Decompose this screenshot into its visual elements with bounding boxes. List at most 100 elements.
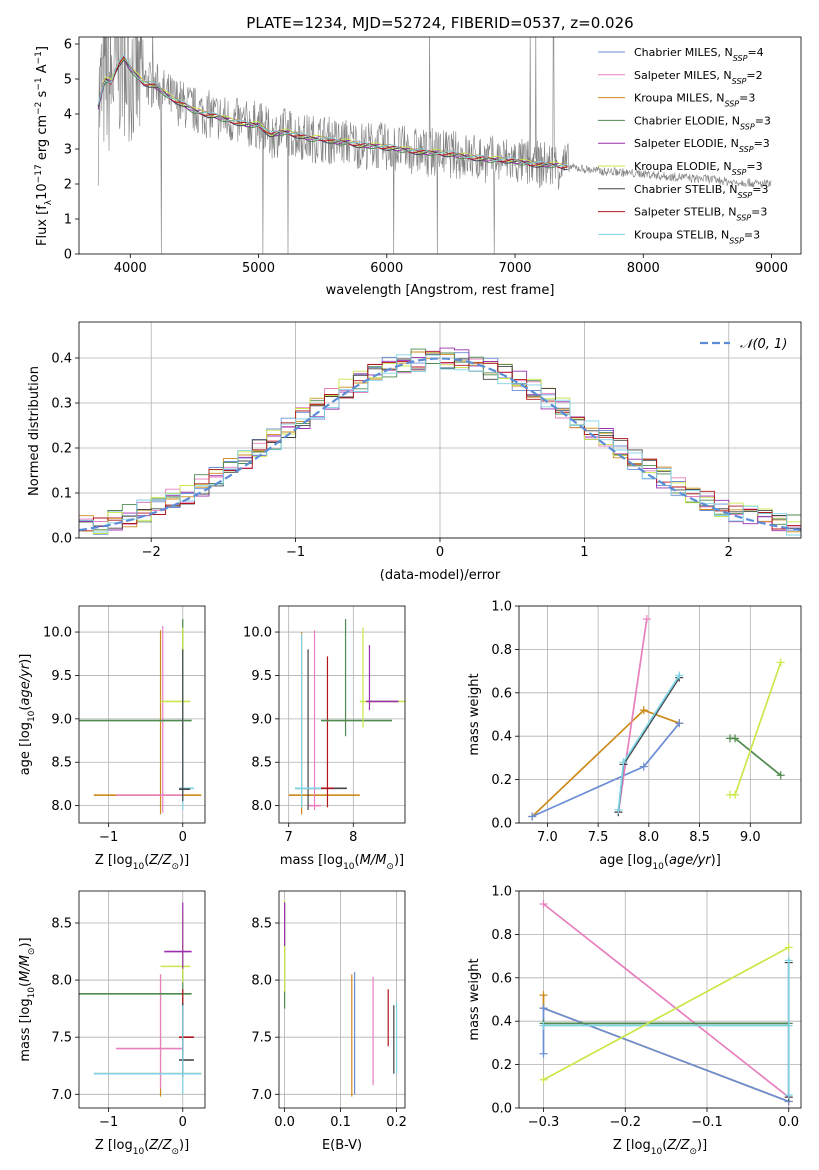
weight_vs_Z-series-5: [543, 946, 790, 1081]
weight_vs_Z-ytick-label: 0.0: [491, 1102, 512, 1117]
spectrum-ytick-label: 1: [64, 213, 72, 228]
age_vs_mass-ytick-label: 8.0: [251, 799, 272, 814]
legend-entry-1: Salpeter MILES, NSSP=2: [634, 69, 763, 86]
residuals-xtick-label: 2: [725, 545, 733, 560]
residuals-ytick-label: 0.0: [51, 532, 72, 547]
spectrum-plot-area: [97, 37, 772, 254]
residuals-xlabel: (data-model)/error: [380, 568, 501, 583]
weight_vs_age-series-0: [531, 709, 680, 818]
figure-title: PLATE=1234, MJD=52724, FIBERID=0537, z=0…: [246, 14, 633, 32]
age_vs_mass-xtick-label: 8: [349, 830, 357, 845]
age_vs_mass-ytick-label: 10.0: [243, 626, 272, 641]
age_vs_mass-ytick-label: 9.0: [251, 712, 272, 727]
weight_vs_age-xtick-label: 9.0: [740, 830, 761, 845]
spectrum-xtick-label: 6000: [370, 261, 403, 276]
residuals-ytick-label: 0.2: [51, 442, 72, 457]
weight_vs_age-xtick-label: 7.5: [588, 830, 609, 845]
spectrum-panel: 4000 5000 6000 7000 8000 9000 0 1 2 3 4 5 6: [64, 36, 802, 276]
legend-entry-8: Kroupa STELIB, NSSP=3: [634, 228, 760, 245]
residuals-frame: [78, 321, 802, 539]
residuals-panel: −2 −1 0 1 2 0.0 0.1 0.2 0.3 0.4: [51, 321, 802, 560]
age_vs_mass-ytick-label: 9.5: [251, 669, 272, 684]
mass_vs_Z-plot-area: [79, 902, 202, 1097]
legend-entry-6: Chabrier STELIB, NSSP=3: [634, 183, 768, 200]
legend-entry-3: Chabrier ELODIE, NSSP=3: [634, 114, 771, 130]
age_vs_mass-panel: 7 8 8.0 8.5 9.0 9.5 10.0: [243, 605, 406, 845]
spectrum-ytick-label: 4: [64, 108, 72, 123]
spectrum-ytick-label: 0: [64, 248, 72, 263]
spectrum-xtick-label: 7000: [498, 261, 531, 276]
weight_vs_Z-series-2: [542, 1006, 790, 1103]
weight_vs_Z-frame: [518, 890, 802, 1109]
spectrum-xtick-label: 8000: [627, 261, 660, 276]
weight_vs_Z-xtick-label: 0.0: [778, 1115, 799, 1130]
weight_vs_Z-xlabel: Z [log10(Z/Z⊙)]: [613, 1138, 707, 1157]
mass_vs_ebv-xlabel: E(B-V): [322, 1138, 362, 1153]
weight_vs_Z-ytick-label: 0.4: [491, 1015, 512, 1030]
spectrum-ytick-label: 3: [64, 143, 72, 158]
age_vs_Z-xlabel: Z [log10(Z/Z⊙)]: [95, 853, 189, 872]
mass_vs_Z-xtick-label: 0: [179, 1115, 187, 1130]
mass_vs_ebv-plot-area: [284, 900, 398, 1097]
mass_vs_Z-panel: −1 0 7.0 7.5 8.0 8.5: [51, 890, 206, 1130]
weight_vs_age-panel: 7.0 7.5 8.0 8.5 9.0 0.0 0.2 0.4 0.6 0.8 1.0: [491, 600, 802, 845]
weight_vs_Z-panel: −0.3 −0.2 −0.1 0.0 0.0 0.2 0.4 0.6 0.8 1.0: [491, 885, 802, 1130]
mass_vs_Z-frame: [78, 890, 206, 1109]
mass_vs_Z-xtick-label: −1: [99, 1115, 118, 1130]
weight_vs_age-series-1: [531, 722, 680, 818]
residuals-xtick-label: 1: [580, 545, 588, 560]
legend-entry-5: Kroupa ELODIE, NSSP=3: [634, 160, 763, 177]
spectrum-ylabel: Flux [fλ10−17 erg cm−2 s−1 A−1]: [34, 46, 54, 246]
weight_vs_Z-xtick-label: −0.1: [691, 1115, 723, 1130]
age_vs_Z-frame: [78, 605, 206, 824]
weight_vs_Z-xtick-label: −0.2: [609, 1115, 641, 1130]
model-line-8: [97, 54, 568, 167]
residuals-ytick-label: 0.1: [51, 487, 72, 502]
mass_vs_Z-ytick-label: 7.5: [51, 1031, 72, 1046]
legend-entry-0: Chabrier MILES, NSSP=4: [634, 46, 764, 63]
weight_vs_Z-xtick-label: −0.3: [528, 1115, 560, 1130]
spectrum-xtick-label: 9000: [755, 261, 788, 276]
weight_vs_Z-ylabel: mass weight: [467, 958, 482, 1040]
residuals-ylabel: Normed distribution: [27, 366, 42, 496]
age_vs_Z-ylabel: age [log10(age/yr)]: [18, 654, 37, 776]
legend-entry-4: Salpeter ELODIE, NSSP=3: [634, 137, 770, 154]
spectrum-ytick-label: 2: [64, 178, 72, 193]
age_vs_Z-xtick-label: −1: [99, 830, 118, 845]
spectrum-xtick-label: 4000: [114, 261, 147, 276]
age_vs_mass-xlabel: mass [log10(M/M⊙)]: [280, 853, 404, 872]
spectrum-xtick-label: 5000: [242, 261, 275, 276]
mass_vs_ebv-ytick-label: 8.5: [251, 916, 272, 931]
weight_vs_age-xtick-label: 8.0: [638, 830, 659, 845]
mass_vs_ebv-xtick-label: 0.1: [330, 1115, 351, 1130]
mass_vs_ebv-ytick-label: 8.0: [251, 974, 272, 989]
age_vs_Z-ytick-label: 8.5: [51, 756, 72, 771]
weight_vs_Z-ytick-label: 0.6: [491, 971, 512, 986]
mass_vs_Z-ytick-label: 8.5: [51, 916, 72, 931]
mass_vs_ebv-frame: [278, 890, 406, 1109]
weight_vs_age-ylabel: mass weight: [467, 673, 482, 755]
weight_vs_age-frame: [518, 605, 802, 824]
age_vs_Z-ytick-label: 8.0: [51, 799, 72, 814]
age_vs_Z-ytick-label: 9.5: [51, 669, 72, 684]
age_vs_mass-xtick-label: 7: [285, 830, 293, 845]
age_vs_mass-ytick-label: 8.5: [251, 756, 272, 771]
residuals-xtick-label: 0: [436, 545, 444, 560]
weight_vs_Z-ytick-label: 0.2: [491, 1058, 512, 1073]
age_vs_Z-panel: −1 0 8.0 8.5 9.0 9.5 10.0: [43, 605, 206, 845]
mass_vs_ebv-panel: 0.0 0.1 0.2 7.0 7.5 8.0 8.5: [251, 890, 407, 1130]
weight_vs_age-ytick-label: 0.6: [491, 686, 512, 701]
legend-entry-2: Kroupa MILES, NSSP=3: [634, 92, 755, 109]
weight_vs_age-ytick-label: 0.8: [491, 643, 512, 658]
mass_vs_ebv-ytick-label: 7.5: [251, 1031, 272, 1046]
residuals-xtick-label: −2: [142, 545, 161, 560]
mass_vs_Z-ytick-label: 7.0: [51, 1088, 72, 1103]
mass_vs_ebv-xtick-label: 0.2: [386, 1115, 407, 1130]
residuals-ytick-label: 0.3: [51, 397, 72, 412]
residuals-ytick-label: 0.4: [51, 352, 72, 367]
normal-reference-curve: [79, 357, 801, 532]
age_vs_Z-ytick-label: 10.0: [43, 626, 72, 641]
weight_vs_Z-ytick-label: 0.8: [491, 928, 512, 943]
spectrum-frame: [78, 36, 802, 255]
